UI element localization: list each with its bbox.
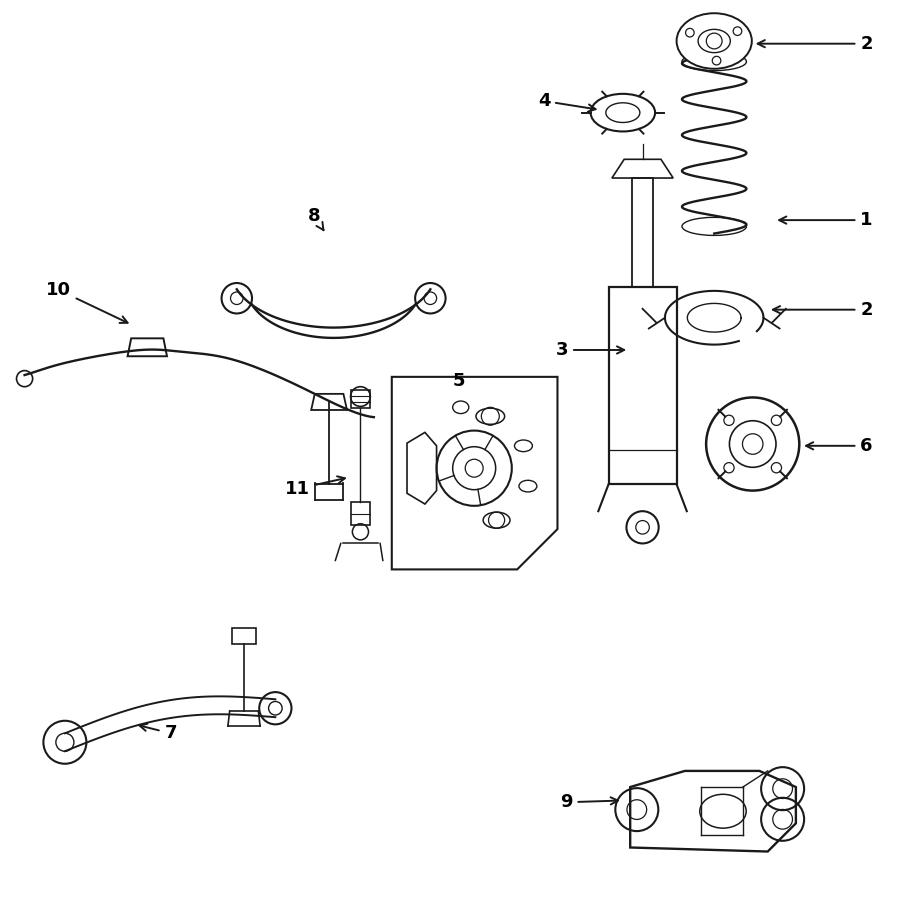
Text: 9: 9 bbox=[560, 793, 618, 811]
Text: 2: 2 bbox=[773, 300, 873, 318]
Text: 5: 5 bbox=[453, 372, 465, 390]
Text: 7: 7 bbox=[140, 724, 176, 743]
Text: 3: 3 bbox=[555, 341, 625, 359]
Text: 6: 6 bbox=[806, 437, 873, 455]
Ellipse shape bbox=[677, 13, 751, 69]
Text: 8: 8 bbox=[308, 206, 324, 231]
Ellipse shape bbox=[590, 94, 655, 132]
Text: 10: 10 bbox=[46, 281, 128, 323]
Text: 11: 11 bbox=[285, 476, 345, 498]
Text: 1: 1 bbox=[779, 211, 873, 229]
Text: 2: 2 bbox=[758, 35, 873, 53]
Text: 4: 4 bbox=[538, 92, 596, 111]
